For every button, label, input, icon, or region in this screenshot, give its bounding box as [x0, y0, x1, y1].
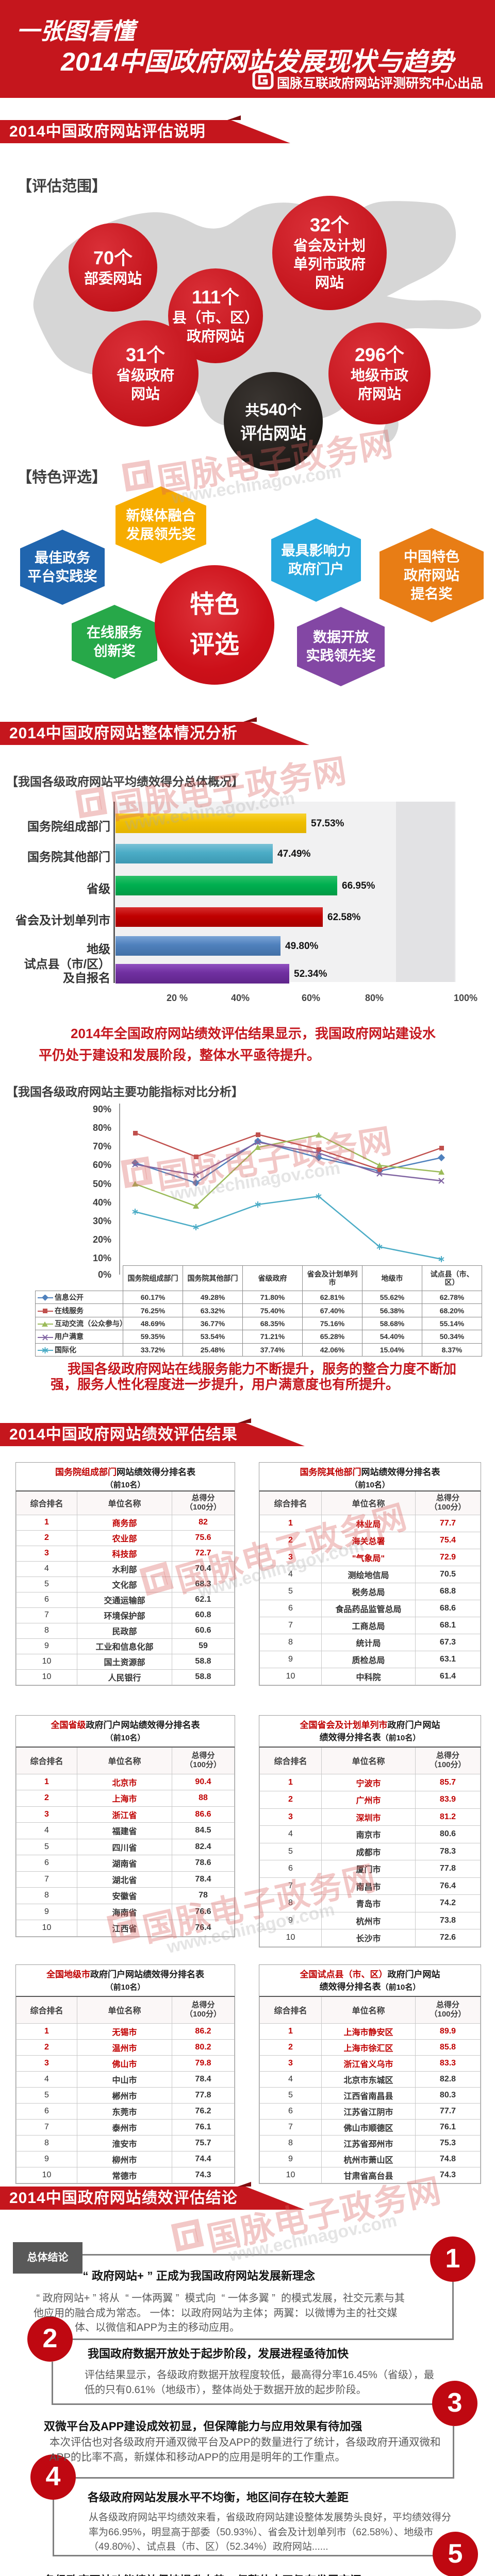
svg-text:80%: 80%	[93, 1123, 111, 1133]
svg-text:50%: 50%	[93, 1179, 111, 1189]
svg-text:20%: 20%	[93, 1234, 111, 1245]
svg-text:90%: 90%	[93, 1104, 111, 1114]
svg-text:0%: 0%	[98, 1269, 111, 1280]
svg-text:60%: 60%	[93, 1160, 111, 1170]
svg-text:30%: 30%	[93, 1216, 111, 1226]
svg-text:70%: 70%	[93, 1141, 111, 1151]
svg-text:40%: 40%	[93, 1197, 111, 1208]
svg-text:10%: 10%	[93, 1253, 111, 1263]
